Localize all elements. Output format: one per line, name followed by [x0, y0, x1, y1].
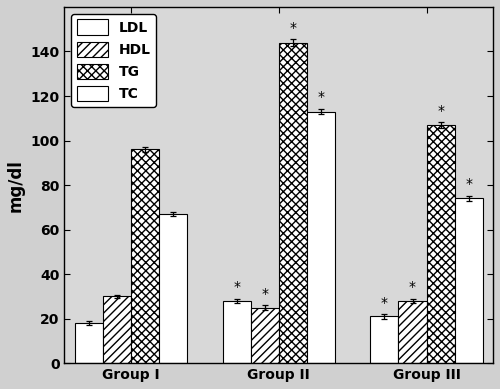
Text: *: *: [290, 21, 296, 35]
Bar: [250, 308, 279, 363]
Y-axis label: mg/dl: mg/dl: [7, 159, 25, 212]
Bar: [222, 301, 250, 363]
Text: *: *: [409, 280, 416, 294]
Bar: [159, 214, 187, 363]
Text: *: *: [233, 280, 240, 294]
Text: *: *: [318, 91, 324, 105]
Bar: [398, 301, 426, 363]
Text: *: *: [465, 177, 472, 191]
Legend: LDL, HDL, TG, TC: LDL, HDL, TG, TC: [72, 14, 156, 107]
Text: *: *: [381, 296, 388, 310]
Bar: [131, 149, 159, 363]
Bar: [75, 323, 103, 363]
Bar: [426, 125, 454, 363]
Bar: [279, 42, 307, 363]
Text: *: *: [437, 104, 444, 118]
Bar: [307, 112, 335, 363]
Bar: [454, 198, 482, 363]
Bar: [103, 296, 131, 363]
Bar: [370, 316, 398, 363]
Text: *: *: [261, 287, 268, 301]
